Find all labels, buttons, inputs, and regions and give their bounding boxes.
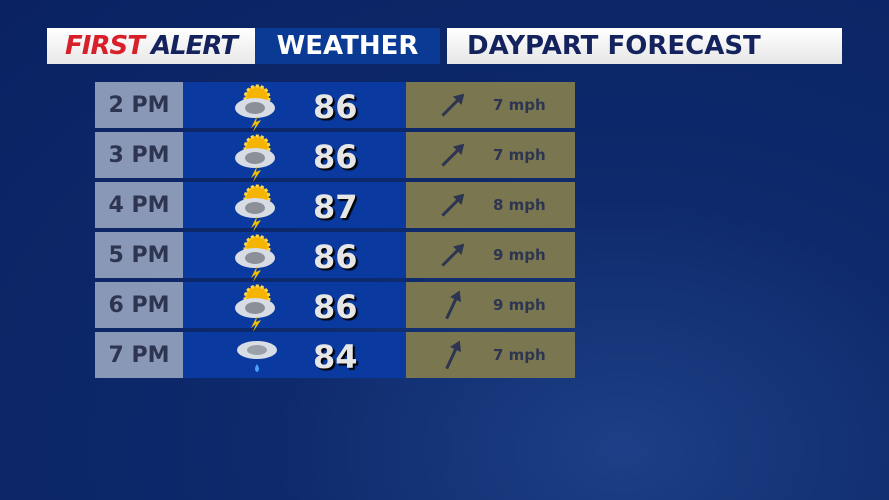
time-cell: 4 PM (95, 182, 183, 228)
forecast-row: 3 PM 86 7 mph (95, 132, 575, 182)
wind-speed: 7 mph (493, 146, 546, 164)
forecast-row: 2 PM 86 7 mph (95, 82, 575, 132)
temperature: 84 (313, 338, 358, 376)
forecast-row: 4 PM 87 8 mph (95, 182, 575, 232)
page-title: DAYPART FORECAST (447, 28, 842, 64)
wind-arrow-icon (441, 143, 465, 167)
wind-arrow-icon (445, 290, 461, 320)
wind-speed: 9 mph (493, 296, 546, 314)
wind-cell: 8 mph (406, 182, 575, 228)
partly-cloudy-thunderstorm-icon (235, 184, 275, 232)
wind-arrow-icon (441, 243, 465, 267)
wind-arrow-icon (441, 93, 465, 117)
cloudy-rain-icon (237, 341, 277, 372)
conditions-cell: 87 (183, 182, 406, 232)
time-cell: 2 PM (95, 82, 183, 128)
time-cell: 3 PM (95, 132, 183, 178)
wind-speed: 9 mph (493, 246, 546, 264)
temperature: 87 (313, 188, 358, 226)
time-cell: 6 PM (95, 282, 183, 328)
partly-cloudy-thunderstorm-icon (235, 234, 275, 282)
forecast-row: 7 PM 84 7 mph (95, 332, 575, 378)
wind-cell: 7 mph (406, 332, 575, 378)
temperature: 86 (313, 138, 358, 176)
partly-cloudy-thunderstorm-icon (235, 284, 275, 332)
temperature: 86 (313, 88, 358, 126)
wind-speed: 7 mph (493, 346, 546, 364)
logo-first: FIRST (65, 31, 145, 61)
conditions-cell: 86 (183, 282, 406, 332)
conditions-cell: 86 (183, 132, 406, 182)
wind-speed: 7 mph (493, 96, 546, 114)
forecast-row: 6 PM 86 9 mph (95, 282, 575, 332)
conditions-cell: 84 (183, 332, 406, 378)
time-cell: 7 PM (95, 332, 183, 378)
weather-label: WEATHER (255, 28, 440, 64)
partly-cloudy-thunderstorm-icon (235, 84, 275, 132)
wind-arrow-icon (445, 340, 461, 370)
wind-arrow-icon (441, 193, 465, 217)
temperature: 86 (313, 288, 358, 326)
partly-cloudy-thunderstorm-icon (235, 134, 275, 182)
wind-cell: 7 mph (406, 82, 575, 128)
wind-cell: 9 mph (406, 282, 575, 328)
wind-cell: 7 mph (406, 132, 575, 178)
first-alert-logo: FIRST ALERT (47, 28, 255, 64)
wind-speed: 8 mph (493, 196, 546, 214)
time-cell: 5 PM (95, 232, 183, 278)
forecast-row: 5 PM 86 9 mph (95, 232, 575, 282)
conditions-cell: 86 (183, 232, 406, 282)
temperature: 86 (313, 238, 358, 276)
conditions-cell: 86 (183, 82, 406, 132)
wind-cell: 9 mph (406, 232, 575, 278)
logo-alert: ALERT (150, 31, 238, 61)
